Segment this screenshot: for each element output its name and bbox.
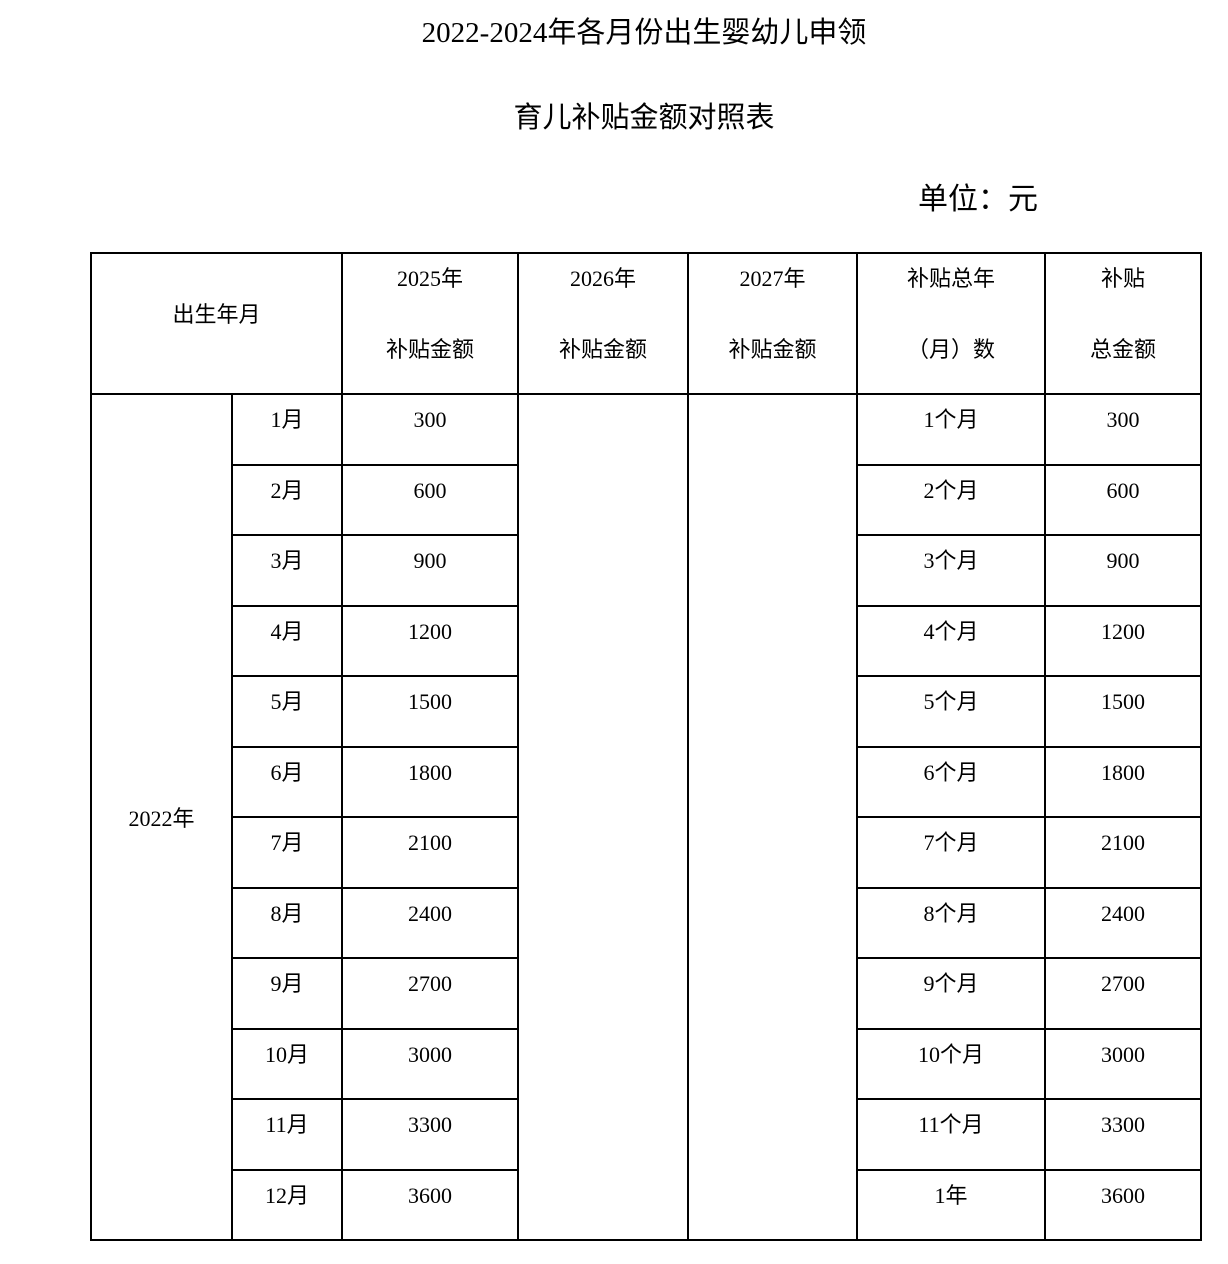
- total-period-cell: 1个月: [856, 393, 1047, 466]
- amount-2025-cell: 2100: [341, 816, 520, 889]
- total-period-cell: 10个月: [856, 1027, 1047, 1100]
- header-total-period-line1: 补贴总年: [907, 266, 996, 291]
- amount-2025-cell: 3600: [341, 1168, 520, 1241]
- month-cell: 4月: [230, 604, 344, 677]
- month-cell: 12月: [230, 1168, 344, 1241]
- amount-2025-cell: 3300: [341, 1098, 520, 1171]
- total-amount-cell: 2700: [1044, 957, 1203, 1030]
- total-period-cell: 7个月: [856, 816, 1047, 889]
- total-amount-cell: 3600: [1044, 1168, 1203, 1241]
- table-row: 2月 600 2个月 600: [91, 463, 1203, 536]
- month-cell: 11月: [230, 1098, 344, 1171]
- amount-2027-cell: [687, 393, 859, 1241]
- total-amount-cell: 1800: [1044, 745, 1203, 818]
- table-row: 4月 1200 4个月 1200: [91, 604, 1203, 677]
- month-cell: 10月: [230, 1027, 344, 1100]
- header-2025-label: 补贴金额: [386, 337, 475, 362]
- header-birth: 出生年月: [89, 252, 344, 395]
- header-2027: 2027年补贴金额: [687, 252, 859, 395]
- header-2025-year: 2025年: [397, 266, 464, 291]
- month-cell: 3月: [230, 534, 344, 607]
- header-2026: 2026年补贴金额: [517, 252, 690, 395]
- month-cell: 8月: [230, 886, 344, 959]
- total-period-cell: 2个月: [856, 463, 1047, 536]
- header-2025: 2025年补贴金额: [341, 252, 520, 395]
- total-amount-cell: 3300: [1044, 1098, 1203, 1171]
- total-period-cell: 4个月: [856, 604, 1047, 677]
- amount-2025-cell: 1800: [341, 745, 520, 818]
- header-birth-text: 出生年月: [172, 302, 261, 327]
- total-period-cell: 3个月: [856, 534, 1047, 607]
- unit-label: 单位：元: [918, 183, 1038, 216]
- document-title-line1: 2022-2024年各月份出生婴幼儿申领: [421, 17, 867, 49]
- amount-2025-cell: 2700: [341, 957, 520, 1030]
- amount-2025-cell: 2400: [341, 886, 520, 959]
- year-cell: 2022年: [90, 393, 233, 1241]
- table-row: 7月 2100 7个月 2100: [91, 816, 1203, 889]
- table-row: 11月 3300 11个月 3300: [91, 1098, 1203, 1171]
- amount-2025-cell: 900: [341, 534, 520, 607]
- total-amount-cell: 1500: [1044, 675, 1203, 748]
- total-amount-cell: 900: [1044, 534, 1203, 607]
- amount-2025-cell: 3000: [341, 1027, 520, 1100]
- header-2026-year: 2026年: [570, 266, 637, 291]
- total-amount-cell: 2400: [1044, 886, 1203, 959]
- total-period-cell: 6个月: [856, 745, 1047, 818]
- total-amount-cell: 1200: [1044, 604, 1203, 677]
- total-amount-cell: 2100: [1044, 816, 1203, 889]
- total-amount-cell: 3000: [1044, 1027, 1203, 1100]
- total-period-cell: 1年: [856, 1168, 1047, 1241]
- header-total-amount-line1: 补贴: [1101, 266, 1146, 291]
- table-row: 12月 3600 1年 3600: [91, 1168, 1203, 1241]
- total-period-cell: 5个月: [856, 675, 1047, 748]
- table-row: 8月 2400 8个月 2400: [91, 886, 1203, 959]
- total-period-cell: 9个月: [856, 957, 1047, 1030]
- header-row: 出生年月 2025年补贴金额 2026年补贴金额 2027年补贴金额 补贴总年 （…: [89, 252, 1203, 395]
- header-2027-year: 2027年: [739, 266, 806, 291]
- subsidy-table: 出生年月 2025年补贴金额 2026年补贴金额 2027年补贴金额 补贴总年 （…: [89, 252, 1203, 1241]
- total-amount-cell: 300: [1044, 393, 1203, 466]
- amount-2025-cell: 600: [341, 463, 520, 536]
- total-amount-cell: 600: [1044, 463, 1203, 536]
- amount-2025-cell: 1500: [341, 675, 520, 748]
- header-total-period: 补贴总年 （月）数: [856, 252, 1047, 395]
- header-2027-label: 补贴金额: [728, 337, 817, 362]
- month-cell: 7月: [230, 816, 344, 889]
- document-title-line2: 育儿补贴金额对照表: [513, 102, 775, 134]
- month-cell: 9月: [230, 957, 344, 1030]
- header-total-amount-line2: 总金额: [1090, 337, 1157, 362]
- month-cell: 2月: [230, 463, 344, 536]
- table-row: 6月 1800 6个月 1800: [91, 745, 1203, 818]
- month-cell: 6月: [230, 745, 344, 818]
- month-cell: 5月: [230, 675, 344, 748]
- table-row: 9月 2700 9个月 2700: [91, 957, 1203, 1030]
- amount-2026-cell: [517, 393, 690, 1241]
- amount-2025-cell: 300: [341, 393, 520, 466]
- table-row: 2022年 1月 300 1个月 300: [90, 393, 1203, 1241]
- table-row: 3月 900 3个月 900: [91, 534, 1203, 607]
- header-total-period-line2: （月）数: [907, 337, 996, 362]
- amount-2025-cell: 1200: [341, 604, 520, 677]
- header-2026-label: 补贴金额: [559, 337, 648, 362]
- total-period-cell: 11个月: [856, 1098, 1047, 1171]
- month-cell: 1月: [230, 393, 344, 466]
- table-row: 10月 3000 10个月 3000: [91, 1027, 1203, 1100]
- total-period-cell: 8个月: [856, 886, 1047, 959]
- header-total-amount: 补贴 总金额: [1044, 252, 1203, 395]
- table-row: 5月 1500 5个月 1500: [91, 675, 1203, 748]
